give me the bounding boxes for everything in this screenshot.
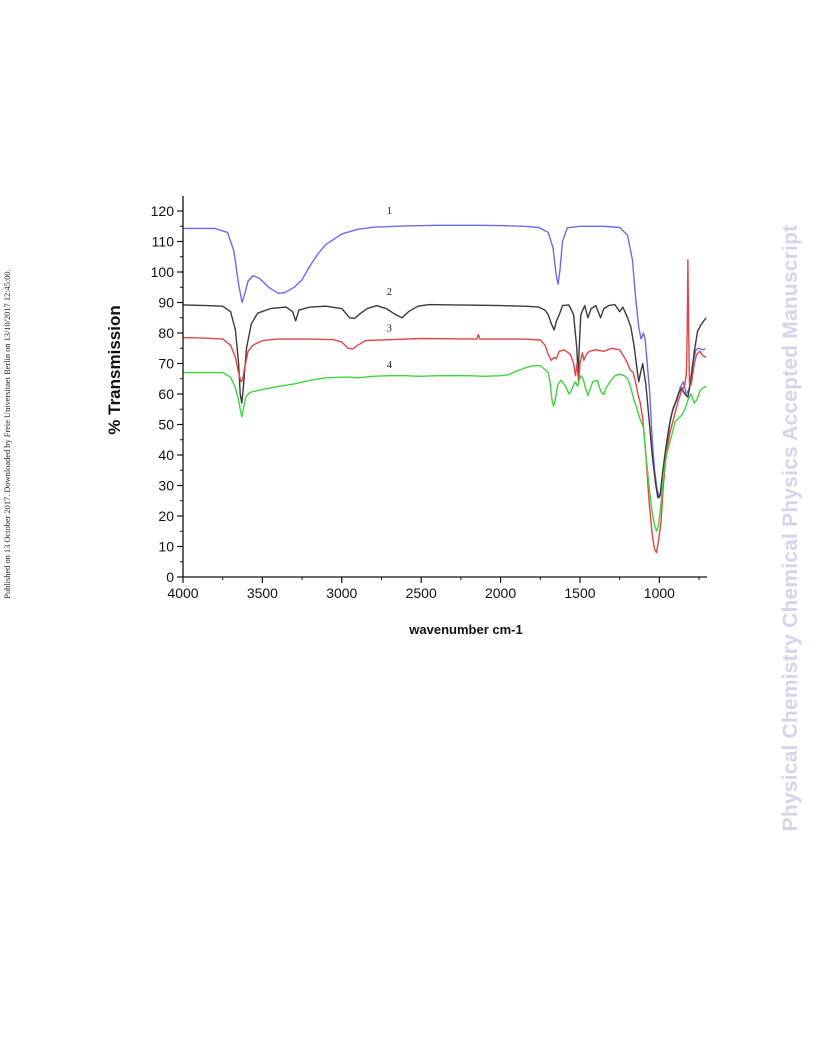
y-tick-label: 40: [158, 447, 174, 463]
y-tick-label: 100: [151, 264, 175, 280]
y-tick-label: 80: [158, 325, 174, 341]
y-tick-label: 110: [152, 234, 175, 250]
x-tick-label: 1500: [564, 585, 595, 601]
y-tick-label: 90: [158, 295, 174, 311]
x-tick-label: 2000: [485, 585, 516, 601]
y-tick-label: 10: [158, 539, 174, 555]
y-tick-label: 50: [158, 417, 174, 433]
series-label-3: 3: [387, 323, 392, 334]
series-label-2: 2: [387, 287, 392, 298]
y-tick-label: 20: [158, 508, 174, 524]
series-label-1: 1: [387, 206, 392, 217]
series-layer: 1 2 3 4: [182, 206, 707, 554]
axes-layer: 0 10 20 30 40 50 60 70 80 90 100 110 120 4000 3500 3000…: [151, 196, 707, 601]
series-label-4: 4: [387, 360, 392, 371]
y-axis-title: % Transmission: [105, 305, 124, 434]
y-tick-label: 0: [166, 569, 174, 585]
y-tick-label: 70: [158, 356, 174, 372]
series-line-3: [182, 259, 707, 554]
x-tick-label: 3500: [247, 585, 278, 601]
x-tick-label: 2500: [406, 585, 437, 601]
x-axis-title: wavenumber cm-1: [408, 622, 522, 637]
y-tick-label: 30: [158, 478, 174, 494]
series-line-4: [183, 364, 707, 532]
x-tick-label: 3000: [326, 585, 357, 601]
x-tick-label: 1000: [644, 585, 675, 601]
y-tick-label: 120: [151, 203, 175, 219]
series-line-2: [182, 303, 707, 499]
x-tick-label: 4000: [167, 585, 198, 601]
y-tick-label: 60: [158, 386, 174, 402]
